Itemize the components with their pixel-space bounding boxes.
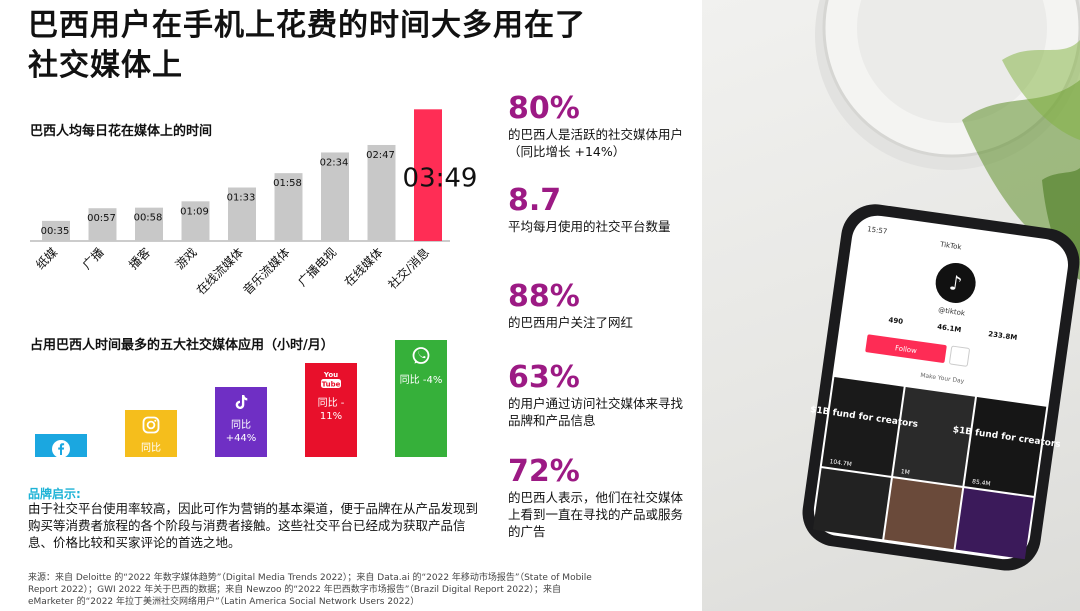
bar-label: 同比 -4% [399,375,443,386]
bar-value-label: 00:57 [87,213,116,224]
bar: 同比 +44% [215,386,267,457]
phone-photo: 15:57 TikTok ♪ @tiktok 490 46.1M 233.8M … [702,0,1080,611]
bar: 同比 -4% [395,340,447,457]
bar-value-label: 00:35 [41,226,70,237]
bar [367,144,396,241]
phone-count: 233.8M [988,330,1018,342]
bar [414,109,442,241]
category-label: 在线流媒体 [194,245,246,297]
video-thumb [955,488,1034,560]
bar [135,207,163,241]
whatsapp-icon [411,346,431,370]
video-views: 104.7M [829,458,852,468]
tiktok-logo-icon: ♪ [948,270,964,296]
daily-media-bar-chart: 00:35 纸媒 00:57 广播 00:58 播客 01:09 游戏 01:33 在线流媒体 01… [30,109,478,298]
phone-illustration: 15:57 TikTok ♪ @tiktok 490 46.1M 233.8M … [802,0,1080,571]
bar-value-label: 02:34 [320,157,349,168]
youtube-icon: You Tube [318,369,344,393]
bar [181,201,210,241]
video-thumb [812,468,891,540]
phone-app-name: TikTok [939,240,963,251]
bar [274,173,303,241]
stat-active-users: 80% 的巴西人是活跃的社交媒体用户（同比增长 +14%） [508,92,688,160]
chart-title-daily-media: 巴西人均每日花在媒体上的时间 [30,124,213,139]
bar-label: 同比 - 11% [317,398,345,423]
stat-text: 的用户通过访问社交媒体来寻找品牌和产品信息 [508,396,684,428]
dish-inner [857,0,1047,123]
instagram-icon [142,416,160,438]
bar-value-label: 00:58 [134,213,163,224]
tiktok-avatar [935,262,976,303]
video-thumb [821,376,904,476]
stat-number: 63% [508,360,580,395]
bar: 同比 +11% [125,410,177,467]
phone-count: 46.1M [937,323,962,334]
plant-leaves-2 [1002,40,1080,140]
tiktok-icon [232,393,250,415]
stat-text: 的巴西人表示，他们在社交媒体上看到一直在寻找的产品或服务的广告 [508,490,684,539]
svg-text:You: You [323,371,338,379]
bar: 同比 -13% [35,433,87,478]
bar-value-label: 03:49 [403,163,478,193]
bar-value-label: 01:33 [227,193,256,204]
phone-follow-label: Follow [894,344,917,355]
bar: You Tube 同比 - 11% [305,363,357,457]
bar-label: 同比 -13% [36,466,86,478]
insight-body: 由于社交平台使用率较高，因此可作为营销的基本渠道，便于品牌在从产品发现到购买等消… [28,501,479,550]
video-thumb [884,478,963,550]
bar-label: 同比 +44% [225,419,257,444]
svg-text:Tube: Tube [322,381,341,389]
page-title: 巴西用户在手机上花费的时间大多用在了社交媒体上 [28,8,586,83]
phone-follow-button [865,334,947,363]
category-label: 在线媒体 [342,245,386,289]
stat-number: 8.7 [508,183,562,218]
category-label: 音乐流媒体 [240,245,293,298]
bar [42,220,70,241]
video-thumb [964,397,1047,496]
category-label: 播客 [126,245,154,273]
video-views: 85.4M [972,478,991,488]
category-label: 纸媒 [33,245,60,272]
video-views: 1M [900,468,910,476]
category-label: 广播电视 [295,245,340,290]
stat-text: 的巴西人是活跃的社交媒体用户（同比增长 +14%） [508,127,684,159]
bar-value-label: 02:47 [366,150,395,161]
category-label: 社交/消息 [385,245,432,292]
stat-text: 平均每月使用的社交平台数量 [508,219,671,234]
stat-number: 88% [508,279,580,314]
stat-text: 的巴西用户关注了网红 [508,315,634,330]
video-thumb [893,387,975,486]
stat-ads: 72% 的巴西人表示，他们在社交媒体上看到一直在寻找的产品或服务的广告 [508,455,688,540]
bar-label: 同比 +11% [135,443,167,468]
instagram-link-icon [949,345,970,367]
phone-handle: @tiktok [938,306,967,318]
chart-title-top-apps: 占用巴西人时间最多的五大社交媒体应用（小时/月） [30,338,334,353]
bar [88,208,117,241]
stat-platform-count: 8.7 平均每月使用的社交平台数量 [508,184,688,235]
bar-value-label: 01:58 [273,178,302,189]
phone-count: 490 [888,316,904,326]
bar-value-label: 01:09 [180,206,209,217]
category-label: 广播 [80,245,107,272]
stat-brand-search: 63% 的用户通过访问社交媒体来寻找品牌和产品信息 [508,361,688,429]
stat-influencers: 88% 的巴西用户关注了网红 [508,280,688,331]
bar [228,187,256,241]
source-note: 来源：来自 Deloitte 的“2022 年数字媒体趋势”（Digital M… [28,573,592,607]
insight-heading: 品牌启示: [28,487,81,501]
stat-number: 80% [508,91,580,126]
stat-number: 72% [508,454,580,489]
facebook-icon [52,439,70,462]
phone-time: 15:57 [867,225,888,236]
bar [321,152,349,241]
category-label: 游戏 [173,245,200,272]
